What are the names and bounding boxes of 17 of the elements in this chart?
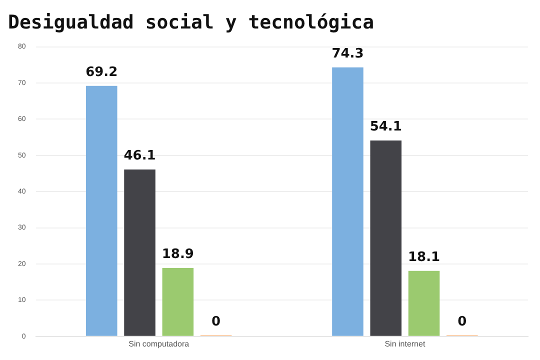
data-label: 18.1 [408,250,440,265]
bar [86,86,118,336]
x-tick-label: Sin internet [384,339,426,348]
chart-title: Desigualdad social y tecnológica [8,11,374,34]
data-label: 18.9 [162,246,194,262]
bar [124,170,156,336]
data-label: 54.1 [370,119,402,134]
bar [370,140,402,336]
bar [332,67,364,336]
data-label: 74.3 [332,46,364,62]
data-label: 46.1 [124,148,156,164]
data-label: 69.2 [86,64,118,80]
bar [162,268,194,336]
data-label: 0 [212,314,221,330]
bar [408,270,440,336]
data-label: 0 [458,314,467,330]
x-tick-label: Sin computadora [128,339,190,348]
